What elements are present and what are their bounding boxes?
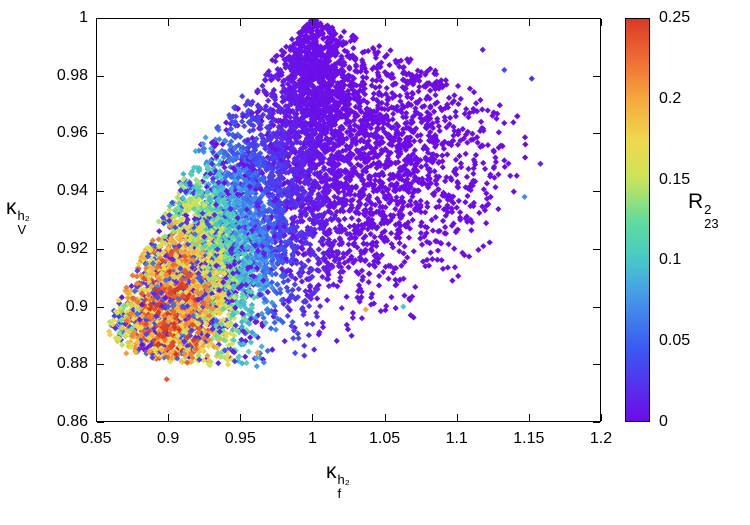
tick-mark: [168, 19, 170, 26]
x-axis-label-sub: f: [337, 486, 342, 501]
x-axis-label-base: κ: [326, 460, 337, 483]
colorbar-label: R 2 23: [688, 190, 719, 230]
scatter-points-canvas: [96, 18, 601, 422]
tick-mark: [593, 422, 600, 423]
tick-mark: [593, 18, 600, 19]
y-tick-label: 0.98: [56, 66, 88, 84]
colorbar-label-sup: 2: [704, 202, 712, 217]
colorbar: [625, 18, 650, 422]
tick-mark: [593, 75, 600, 77]
tick-mark: [593, 191, 600, 193]
tick-mark: [528, 19, 530, 26]
tick-mark: [456, 414, 458, 421]
tick-mark: [593, 306, 600, 308]
y-tick-label: 0.94: [56, 182, 88, 200]
y-tick-label: 0.88: [56, 355, 88, 373]
x-tick-label: 0.9: [157, 430, 180, 447]
tick-mark: [240, 414, 242, 421]
plot-border: [96, 18, 601, 422]
tick-mark: [601, 19, 602, 26]
x-tick-label: 0.85: [80, 430, 112, 447]
tick-mark: [97, 133, 104, 135]
tick-mark: [384, 414, 386, 421]
y-tick-label: 1: [79, 9, 88, 26]
x-tick-label: 1.2: [589, 430, 613, 447]
tick-mark: [593, 364, 600, 366]
x-axis-label-sup: h₂: [337, 472, 350, 487]
tick-mark: [312, 414, 314, 421]
tick-mark: [97, 364, 104, 366]
y-tick-label: 0.96: [56, 124, 88, 142]
y-tick-label: 0.9: [65, 297, 88, 315]
x-tick-label: 0.95: [224, 430, 256, 447]
tick-mark: [96, 19, 97, 26]
colorbar-tick-label: 0.1: [659, 251, 682, 269]
y-axis-label-sub: V: [17, 222, 27, 237]
tick-mark: [97, 75, 104, 77]
x-tick-label: 1.05: [368, 430, 401, 447]
tick-mark: [456, 19, 458, 26]
y-tick-label: 0.86: [56, 413, 88, 430]
colorbar-tick-label: 0.15: [659, 170, 691, 188]
tick-mark: [593, 133, 600, 135]
tick-mark: [97, 191, 104, 193]
colorbar-label-base: R: [688, 190, 704, 213]
tick-mark: [384, 19, 386, 26]
tick-mark: [240, 19, 242, 26]
tick-mark: [528, 414, 530, 421]
x-tick-label: 1: [307, 430, 317, 447]
tick-mark: [96, 414, 97, 421]
x-tick-label: 1.15: [513, 430, 545, 447]
colorbar-label-sub: 23: [704, 216, 719, 231]
tick-mark: [168, 414, 170, 421]
y-axis-label-base: κ: [6, 196, 17, 219]
tick-mark: [601, 414, 602, 421]
x-axis-label: κ h₂ f: [326, 460, 350, 500]
colorbar-tick-label: 0.05: [659, 332, 691, 350]
colorbar-tick-label: 0.2: [659, 89, 682, 107]
tick-mark: [593, 248, 600, 250]
colorbar-tick-label: 0: [659, 413, 668, 430]
tick-mark: [312, 19, 314, 26]
tick-mark: [97, 306, 104, 308]
colorbar-tick-label: 0.25: [659, 9, 691, 26]
y-axis-label-sup: h₂: [17, 208, 30, 223]
x-tick-label: 1.1: [445, 430, 468, 447]
tick-mark: [97, 248, 104, 250]
tick-mark: [97, 422, 104, 423]
y-axis-label: κ h₂ V: [6, 196, 30, 236]
y-tick-label: 0.92: [56, 239, 88, 257]
tick-mark: [97, 18, 104, 19]
